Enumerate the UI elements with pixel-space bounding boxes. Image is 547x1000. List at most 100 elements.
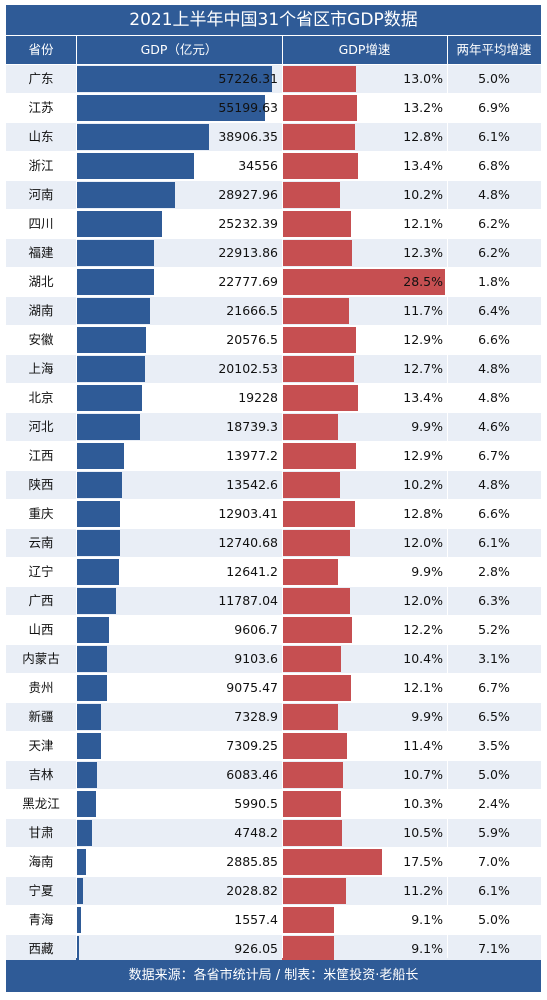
gdp-growth-cell: 13.4%	[282, 152, 447, 180]
gdp-growth-bar	[282, 66, 357, 92]
gdp-bar	[76, 327, 147, 353]
two-year-average-value: 6.8%	[478, 158, 510, 173]
province-name: 江西	[28, 448, 54, 463]
province-name: 新疆	[28, 709, 54, 724]
gdp-cell: 4748.2	[76, 819, 282, 847]
gdp-value: 1557.4	[234, 912, 278, 927]
gdp-bar	[76, 124, 210, 150]
gdp-growth-value: 10.4%	[403, 651, 443, 666]
gdp-bar	[76, 414, 141, 440]
gdp-growth-value: 12.8%	[403, 129, 443, 144]
two-year-average-value: 6.5%	[478, 709, 510, 724]
gdp-cell: 34556	[76, 152, 282, 180]
table-row: 贵州 9075.47 12.1% 6.7%	[6, 674, 541, 702]
province-name: 贵州	[28, 680, 54, 695]
gdp-value: 19228	[238, 390, 278, 405]
table-row: 上海 20102.53 12.7% 4.8%	[6, 355, 541, 383]
source-footer: 数据来源：各省市统计局 / 制表：米筐投资·老船长	[6, 960, 541, 992]
gdp-cell: 1557.4	[76, 906, 282, 934]
table-row: 青海 1557.4 9.1% 5.0%	[6, 906, 541, 934]
two-year-average-value: 4.8%	[478, 390, 510, 405]
two-year-average-value: 6.9%	[478, 100, 510, 115]
two-year-average-value: 2.8%	[478, 564, 510, 579]
gdp-growth-bar	[282, 501, 355, 527]
two-year-average-value: 1.8%	[478, 274, 510, 289]
table-row: 吉林 6083.46 10.7% 5.0%	[6, 761, 541, 789]
gdp-growth-bar	[282, 588, 351, 614]
gdp-cell: 19228	[76, 384, 282, 412]
gdp-bar	[76, 936, 80, 962]
table-row: 江苏 55199.63 13.2% 6.9%	[6, 94, 541, 122]
gdp-cell: 55199.63	[76, 94, 282, 122]
gdp-growth-bar	[282, 733, 347, 759]
gdp-cell: 2028.82	[76, 877, 282, 905]
two-year-average-value: 6.2%	[478, 245, 510, 260]
two-year-average-value: 3.1%	[478, 651, 510, 666]
gdp-growth-cell: 10.7%	[282, 761, 447, 789]
gdp-bar	[76, 95, 265, 121]
gdp-growth-value: 13.2%	[403, 100, 443, 115]
gdp-cell: 12740.68	[76, 529, 282, 557]
gdp-bar	[76, 675, 108, 701]
gdp-value: 9606.7	[234, 622, 278, 637]
gdp-cell: 20102.53	[76, 355, 282, 383]
gdp-cell: 9606.7	[76, 616, 282, 644]
gdp-value: 2885.85	[226, 854, 278, 869]
province-name: 河北	[28, 419, 54, 434]
gdp-growth-bar	[282, 269, 445, 295]
gdp-value: 2028.82	[226, 883, 278, 898]
gdp-cell: 926.05	[76, 935, 282, 963]
gdp-growth-cell: 12.3%	[282, 239, 447, 267]
gdp-growth-bar	[282, 936, 334, 962]
gdp-value: 12903.41	[218, 506, 278, 521]
gdp-bar	[76, 269, 154, 295]
gdp-bar	[76, 240, 155, 266]
gdp-growth-cell: 12.2%	[282, 616, 447, 644]
table-row: 江西 13977.2 12.9% 6.7%	[6, 442, 541, 470]
gdp-growth-cell: 13.4%	[282, 384, 447, 412]
table-row: 四川 25232.39 12.1% 6.2%	[6, 210, 541, 238]
gdp-bar	[76, 791, 97, 817]
gdp-growth-value: 12.8%	[403, 506, 443, 521]
gdp-cell: 13542.6	[76, 471, 282, 499]
gdp-value: 5990.5	[234, 796, 278, 811]
table-header-row: 省份 GDP（亿元） GDP增速 两年平均增速	[6, 36, 541, 64]
gdp-growth-cell: 10.3%	[282, 790, 447, 818]
gdp-growth-cell: 13.0%	[282, 65, 447, 93]
table-row: 辽宁 12641.2 9.9% 2.8%	[6, 558, 541, 586]
table-row: 甘肃 4748.2 10.5% 5.9%	[6, 819, 541, 847]
chart-title: 2021上半年中国31个省区市GDP数据	[6, 5, 541, 35]
gdp-bar	[76, 820, 93, 846]
gdp-growth-bar	[282, 907, 334, 933]
gdp-growth-value: 11.7%	[403, 303, 443, 318]
province-name: 云南	[28, 535, 54, 550]
province-name: 天津	[28, 738, 54, 753]
gdp-value: 4748.2	[234, 825, 278, 840]
gdp-cell: 7309.25	[76, 732, 282, 760]
gdp-value: 926.05	[234, 941, 278, 956]
gdp-growth-value: 10.2%	[403, 187, 443, 202]
gdp-cell: 38906.35	[76, 123, 282, 151]
gdp-growth-bar	[282, 327, 356, 353]
two-year-average-value: 5.0%	[478, 767, 510, 782]
gdp-growth-bar	[282, 472, 341, 498]
gdp-bar	[76, 153, 195, 179]
two-year-average-value: 5.0%	[478, 71, 510, 86]
gdp-growth-bar	[282, 878, 346, 904]
province-name: 河南	[28, 187, 54, 202]
gdp-value: 25232.39	[218, 216, 278, 231]
gdp-cell: 12903.41	[76, 500, 282, 528]
header-gdp: GDP（亿元）	[140, 42, 218, 57]
gdp-growth-value: 17.5%	[403, 854, 443, 869]
gdp-growth-cell: 9.9%	[282, 703, 447, 731]
two-year-average-value: 6.1%	[478, 883, 510, 898]
gdp-growth-value: 9.9%	[411, 709, 443, 724]
gdp-growth-value: 10.7%	[403, 767, 443, 782]
gdp-growth-cell: 9.1%	[282, 906, 447, 934]
two-year-average-value: 6.6%	[478, 506, 510, 521]
gdp-growth-value: 12.9%	[403, 448, 443, 463]
gdp-bar	[76, 588, 117, 614]
gdp-growth-cell: 11.4%	[282, 732, 447, 760]
gdp-value: 38906.35	[218, 129, 278, 144]
gdp-growth-cell: 12.8%	[282, 123, 447, 151]
